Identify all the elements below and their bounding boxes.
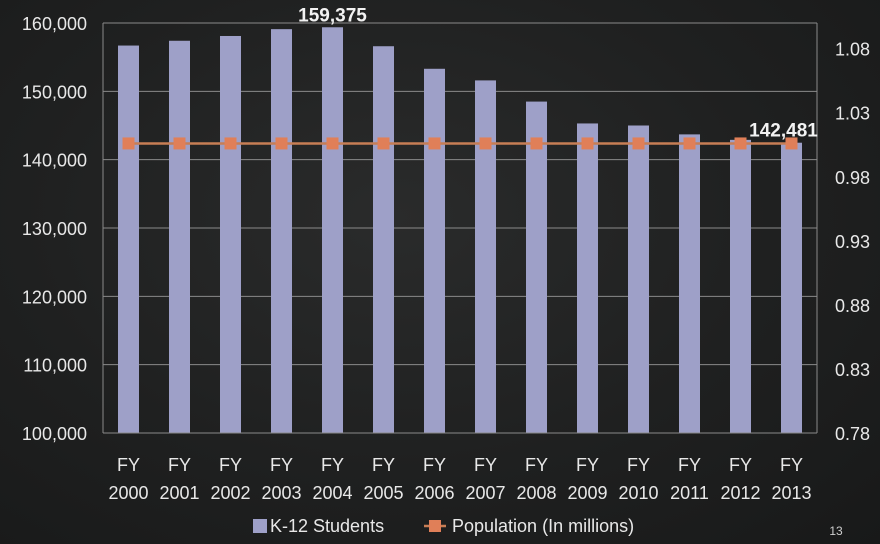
x-tick-label: 2002 bbox=[210, 483, 250, 503]
x-tick-label: 2008 bbox=[516, 483, 556, 503]
bar bbox=[169, 40, 190, 434]
x-tick-label: FY bbox=[219, 455, 242, 475]
bar bbox=[373, 46, 394, 433]
x-tick-label: 2005 bbox=[363, 483, 403, 503]
population-marker bbox=[581, 137, 594, 150]
x-tick-label: 2010 bbox=[618, 483, 658, 503]
x-tick-label: FY bbox=[729, 455, 752, 475]
bar bbox=[526, 101, 547, 433]
population-marker bbox=[785, 137, 798, 150]
y-right-tick-label: 1.03 bbox=[835, 104, 870, 124]
y-right-tick-label: 0.78 bbox=[835, 424, 870, 444]
y-left-tick-label: 160,000 bbox=[22, 14, 87, 34]
bar bbox=[577, 123, 598, 433]
data-label: 142,481 bbox=[749, 121, 818, 142]
bar bbox=[424, 68, 445, 434]
x-tick-label: 2004 bbox=[312, 483, 352, 503]
y-left-tick-label: 110,000 bbox=[23, 356, 87, 376]
x-tick-label: 2003 bbox=[261, 483, 301, 503]
x-tick-label: FY bbox=[474, 455, 497, 475]
population-marker bbox=[326, 137, 339, 150]
x-tick-label: 2013 bbox=[771, 483, 811, 503]
x-tick-label: FY bbox=[168, 455, 191, 475]
y-left-tick-label: 140,000 bbox=[22, 151, 87, 171]
population-marker bbox=[632, 137, 645, 150]
x-tick-label: FY bbox=[372, 455, 395, 475]
population-marker bbox=[428, 137, 441, 150]
y-right-tick-label: 0.93 bbox=[835, 232, 870, 252]
population-marker bbox=[173, 137, 186, 150]
x-tick-label: FY bbox=[780, 455, 803, 475]
x-tick-label: 2011 bbox=[670, 483, 709, 503]
x-tick-label: FY bbox=[321, 455, 344, 475]
bar bbox=[679, 134, 700, 433]
bar bbox=[781, 142, 802, 433]
axes: 100,000 110,000 120,000 130,000 140,000 150,0… bbox=[22, 14, 870, 503]
population-marker bbox=[479, 137, 492, 150]
y-right-tick-label: 0.88 bbox=[835, 296, 870, 316]
y-left-tick-label: 150,000 bbox=[22, 82, 87, 102]
data-label: 159,375 bbox=[298, 5, 367, 26]
population-marker bbox=[224, 137, 237, 150]
legend-label-students: K-12 Students bbox=[270, 516, 384, 536]
population-marker bbox=[734, 137, 747, 150]
gridlines bbox=[103, 22, 817, 434]
x-tick-label: FY bbox=[423, 455, 446, 475]
population-marker bbox=[683, 137, 696, 150]
y-left-tick-label: 120,000 bbox=[22, 287, 87, 307]
x-tick-label: FY bbox=[117, 455, 140, 475]
x-tick-label: 2009 bbox=[567, 483, 607, 503]
x-tick-label: FY bbox=[678, 455, 701, 475]
bar bbox=[271, 29, 292, 434]
y-right-tick-label: 0.98 bbox=[835, 168, 870, 188]
line-series bbox=[122, 137, 798, 150]
bar bbox=[628, 125, 649, 433]
x-tick-label: 2001 bbox=[159, 483, 199, 503]
population-marker bbox=[377, 137, 390, 150]
y-right-tick-label: 1.08 bbox=[835, 40, 870, 60]
x-tick-label: FY bbox=[576, 455, 599, 475]
x-tick-label: 2000 bbox=[108, 483, 148, 503]
population-marker bbox=[530, 137, 543, 150]
legend-label-population: Population (In millions) bbox=[452, 516, 634, 536]
x-tick-label: FY bbox=[270, 455, 293, 475]
bar-series bbox=[118, 27, 802, 434]
legend-bar-swatch bbox=[253, 519, 267, 533]
data-labels: 159,375 142,481 bbox=[298, 5, 818, 141]
bar bbox=[322, 27, 343, 433]
bar bbox=[118, 45, 139, 434]
legend: K-12 Students Population (In millions) bbox=[253, 516, 634, 536]
bar bbox=[220, 35, 241, 433]
population-marker bbox=[275, 137, 288, 150]
y-left-tick-label: 130,000 bbox=[22, 219, 87, 239]
legend-marker-swatch bbox=[429, 520, 441, 532]
bar bbox=[475, 80, 496, 434]
x-tick-label: 2006 bbox=[414, 483, 454, 503]
x-tick-label: 2012 bbox=[720, 483, 760, 503]
y-left-tick-label: 100,000 bbox=[22, 424, 87, 444]
bar bbox=[730, 139, 751, 433]
page-number: 13 bbox=[829, 524, 843, 538]
population-marker bbox=[122, 137, 135, 150]
x-tick-label: FY bbox=[627, 455, 650, 475]
x-tick-label: FY bbox=[525, 455, 548, 475]
y-right-tick-label: 0.83 bbox=[835, 360, 870, 380]
x-tick-label: 2007 bbox=[465, 483, 505, 503]
